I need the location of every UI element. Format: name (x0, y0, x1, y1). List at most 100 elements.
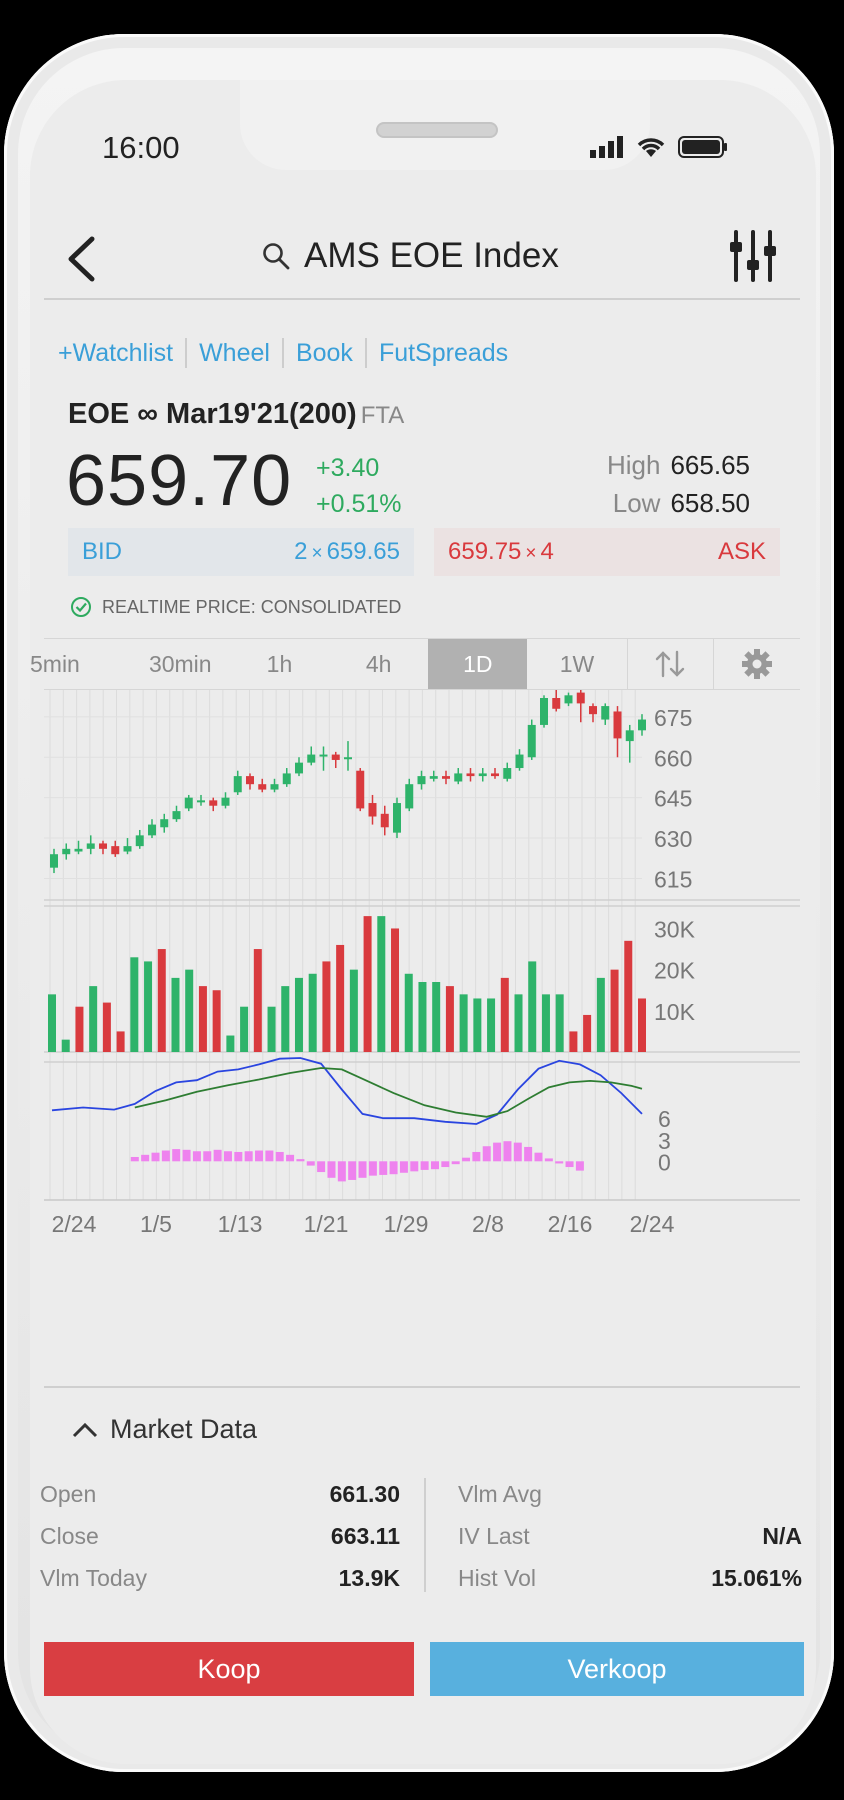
volume-bar (363, 916, 372, 1052)
md-open: Open 661.30 (40, 1474, 400, 1514)
candle-body (344, 757, 352, 760)
exchange-label: FTA (360, 402, 405, 429)
book-link[interactable]: Book (295, 338, 353, 367)
candle-body (478, 773, 487, 777)
candle-body (589, 706, 597, 715)
macd-histogram-bar (151, 1152, 160, 1162)
ask-label: ASK (717, 538, 766, 565)
back-arrow-icon[interactable] (66, 236, 96, 282)
volume-bar (267, 1006, 276, 1052)
volume-bar (404, 973, 413, 1052)
md-value: N/A (762, 1522, 802, 1549)
buy-button[interactable]: Koop (44, 1642, 414, 1696)
tab-1d[interactable]: 1D (428, 639, 528, 689)
low-value: 658.50 (670, 488, 750, 518)
divider (44, 1386, 800, 1388)
price-tick-label: 615 (654, 866, 692, 892)
macd-histogram-bar (451, 1161, 460, 1165)
tab-4h[interactable]: 4h (329, 639, 428, 689)
volume-bar (418, 982, 427, 1052)
candle-body (491, 773, 499, 777)
candle-body (111, 846, 120, 855)
sort-toggle[interactable] (626, 639, 714, 689)
volume-bar (555, 994, 564, 1052)
macd-histogram-bar (213, 1149, 222, 1162)
status-icons (590, 136, 728, 158)
price-chart[interactable]: 675 660 645 630 615 30K 20K 10K 630 2/24 1/5 1/13 1/… (44, 690, 800, 1350)
volume-bar (528, 961, 537, 1052)
macd-histogram-bar (368, 1161, 377, 1176)
macd-histogram-bar (296, 1159, 305, 1162)
tab-1w[interactable]: 1W (527, 639, 626, 689)
volume-bar (322, 961, 331, 1052)
contract-name: EOE ∞ Mar19'21(200) FTA (68, 398, 404, 431)
tab-1h[interactable]: 1h (230, 639, 329, 689)
candle-body (123, 846, 132, 852)
macd-histogram-bar (441, 1161, 450, 1168)
candle-body (197, 800, 205, 803)
macd-histogram-bar (420, 1161, 429, 1170)
high-low: High 665.65 Low 658.50 (607, 446, 750, 522)
watchlist-link[interactable]: +Watchlist (58, 338, 174, 367)
wifi-icon (637, 138, 665, 157)
candle-body (356, 770, 365, 809)
candle-body (319, 754, 328, 757)
price-change: +3.40 +0.51% (316, 450, 402, 522)
sliders-icon[interactable] (728, 230, 778, 282)
volume-bar (610, 969, 619, 1052)
md-close: Close 663.11 (40, 1516, 400, 1556)
signal-line (134, 1067, 643, 1118)
sell-button[interactable]: Verkoop (430, 1642, 804, 1696)
volume-bar (116, 1031, 125, 1052)
macd-histogram-bar (244, 1151, 253, 1162)
search-title[interactable]: AMS EOE Index (262, 236, 559, 276)
volume-bar (48, 994, 56, 1052)
macd-histogram-bar (544, 1158, 553, 1162)
md-label: Open (40, 1480, 97, 1507)
app-screen: 16:00 AMS EOE Index +Watchlist Wheel Boo… (30, 80, 816, 1764)
high-label: High (606, 450, 661, 480)
change-value: +3.40 (316, 454, 380, 482)
volume-bar (75, 1006, 84, 1052)
macd-histogram-bar (203, 1151, 212, 1162)
macd-histogram-bar (379, 1161, 388, 1175)
candle-body (270, 784, 279, 790)
x-axis-label: 2/24 (630, 1211, 675, 1237)
candle-body (184, 797, 193, 809)
macd-histogram-bar (430, 1161, 439, 1170)
macd-histogram-bar (306, 1161, 315, 1166)
ask-box[interactable]: 659.75 × 4 ASK (434, 528, 780, 576)
ask-price: 659.75 (448, 538, 522, 565)
candle-body (552, 698, 561, 709)
tab-30min[interactable]: 30min (131, 639, 230, 689)
macd-histogram-bar (555, 1161, 564, 1164)
volume-bar (171, 977, 180, 1052)
candle-body (601, 706, 610, 720)
macd-histogram-bar (317, 1161, 326, 1173)
page-title: AMS EOE Index (304, 236, 559, 275)
candle-body (638, 719, 646, 731)
candle-body (331, 754, 340, 760)
tab-5min[interactable]: 5min (30, 639, 131, 689)
x-axis-label: 1/13 (218, 1211, 263, 1237)
futspreads-link[interactable]: FutSpreads (378, 338, 509, 367)
md-label: Hist Vol (458, 1564, 536, 1591)
candle-body (454, 773, 463, 782)
chart-settings[interactable] (713, 639, 800, 689)
tab-1d-label: 1D (463, 650, 493, 677)
ask-times: × (525, 543, 537, 564)
volume-bar (596, 977, 605, 1052)
volume-bar (445, 986, 454, 1052)
volume-bar (198, 986, 207, 1052)
md-iv-last: IV Last N/A (458, 1516, 802, 1556)
candle-body (221, 797, 230, 806)
x-axis-label: 1/5 (140, 1211, 172, 1237)
tab-30min-label: 30min (148, 650, 212, 677)
market-data-toggle[interactable]: Market Data (72, 1414, 257, 1445)
candle-body (209, 800, 218, 806)
wheel-link[interactable]: Wheel (199, 338, 270, 367)
x-axis-label: 2/16 (548, 1211, 593, 1237)
volume-bar (185, 969, 194, 1052)
bid-box[interactable]: BID 2 × 659.65 (68, 528, 414, 576)
check-circle-icon (71, 597, 91, 617)
